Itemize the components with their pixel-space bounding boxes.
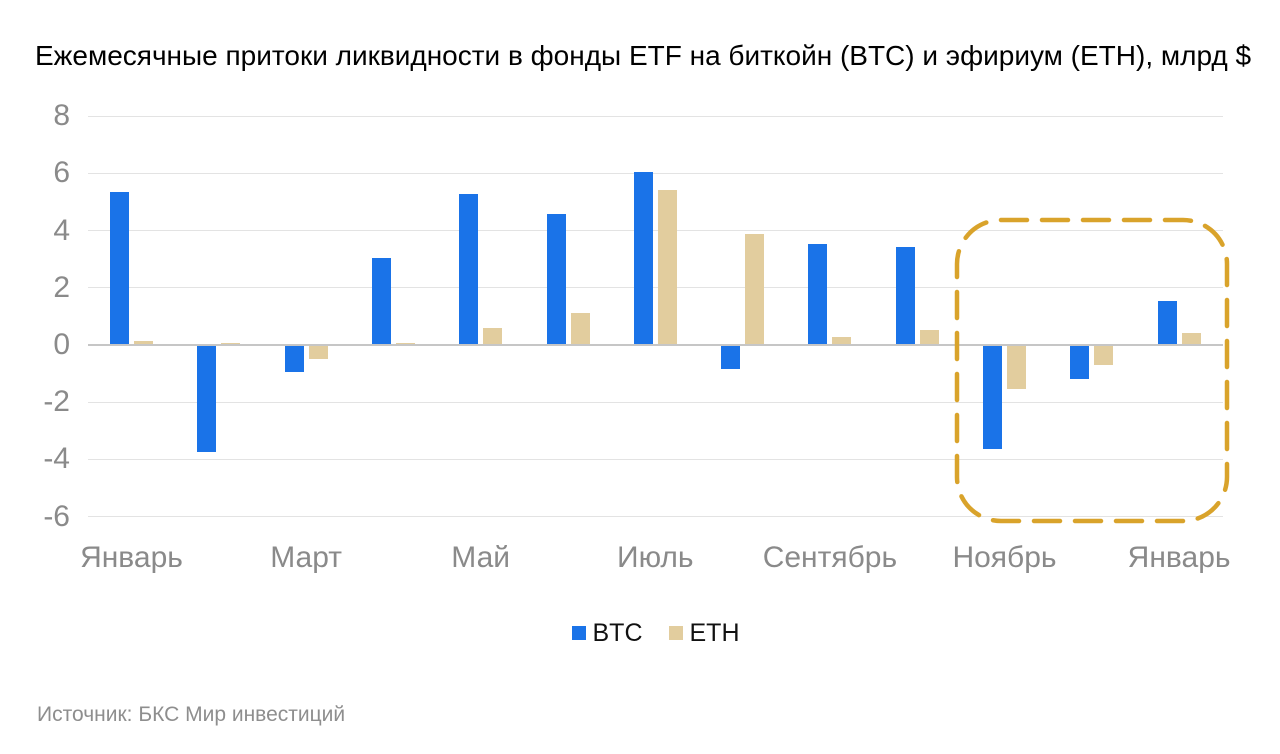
bar-btc-8: [808, 243, 828, 344]
bar-btc-9: [895, 246, 915, 344]
bar-btc-2: [284, 346, 304, 372]
bar-btc-6: [633, 172, 653, 344]
btc-color-swatch-icon: [571, 626, 586, 640]
bar-btc-11: [1070, 346, 1090, 379]
bar-eth-7: [745, 233, 765, 344]
legend: BTC ETH: [88, 618, 1223, 648]
gridline: [88, 401, 1223, 403]
y-tick-label: -4: [43, 442, 70, 476]
x-tick-label: Ноябрь: [952, 541, 1057, 574]
gridline: [88, 172, 1223, 174]
gridline: [88, 516, 1223, 518]
bar-btc-0: [110, 192, 129, 344]
x-tick-label: Январь: [80, 541, 183, 574]
bar-btc-3: [371, 258, 391, 344]
legend-item-eth: ETH: [668, 618, 740, 648]
bar-eth-2: [308, 346, 328, 359]
bar-btc-5: [546, 213, 566, 344]
bar-eth-5: [570, 312, 590, 344]
bar-eth-0: [134, 341, 153, 344]
legend-eth-label: ETH: [689, 618, 740, 647]
bar-btc-1: [197, 346, 217, 452]
chart-title: Ежемесячные притоки ликвидности в фонды …: [35, 40, 1252, 71]
bar-eth-10: [1007, 346, 1026, 389]
eth-color-swatch-icon: [668, 626, 683, 640]
bar-eth-3: [395, 342, 415, 344]
x-tick-label: Май: [451, 541, 511, 574]
y-tick-label: 4: [53, 213, 70, 247]
x-tick-label: Сентябрь: [762, 541, 898, 574]
zero-axis-line: [88, 344, 1223, 346]
gridline: [88, 230, 1223, 232]
bar-btc-12: [1157, 301, 1177, 344]
source-note: Источник: БКС Мир инвестиций: [37, 703, 346, 726]
bar-eth-4: [483, 328, 503, 344]
gridline: [88, 115, 1223, 117]
bar-eth-9: [919, 329, 939, 344]
bar-eth-11: [1094, 346, 1114, 365]
legend-btc-label: BTC: [592, 618, 643, 647]
bar-eth-6: [657, 189, 677, 344]
bar-eth-1: [221, 342, 241, 344]
bar-eth-8: [832, 336, 852, 344]
x-tick-label: Январь: [1127, 541, 1231, 574]
y-tick-label: 6: [53, 156, 70, 190]
y-tick-label: 2: [53, 270, 70, 304]
y-tick-label: 0: [53, 328, 70, 361]
x-tick-label: Июль: [617, 541, 694, 574]
bar-eth-12: [1181, 332, 1201, 344]
gridline: [88, 458, 1223, 460]
y-tick-label: 8: [53, 99, 70, 133]
bar-btc-10: [983, 346, 1002, 449]
gridline: [88, 287, 1223, 289]
bar-btc-4: [459, 193, 479, 344]
x-tick-label: Март: [270, 541, 342, 574]
y-tick-label: -2: [43, 385, 70, 419]
bar-btc-7: [721, 346, 741, 369]
legend-item-btc: BTC: [571, 618, 643, 648]
y-tick-label: -6: [43, 499, 70, 533]
